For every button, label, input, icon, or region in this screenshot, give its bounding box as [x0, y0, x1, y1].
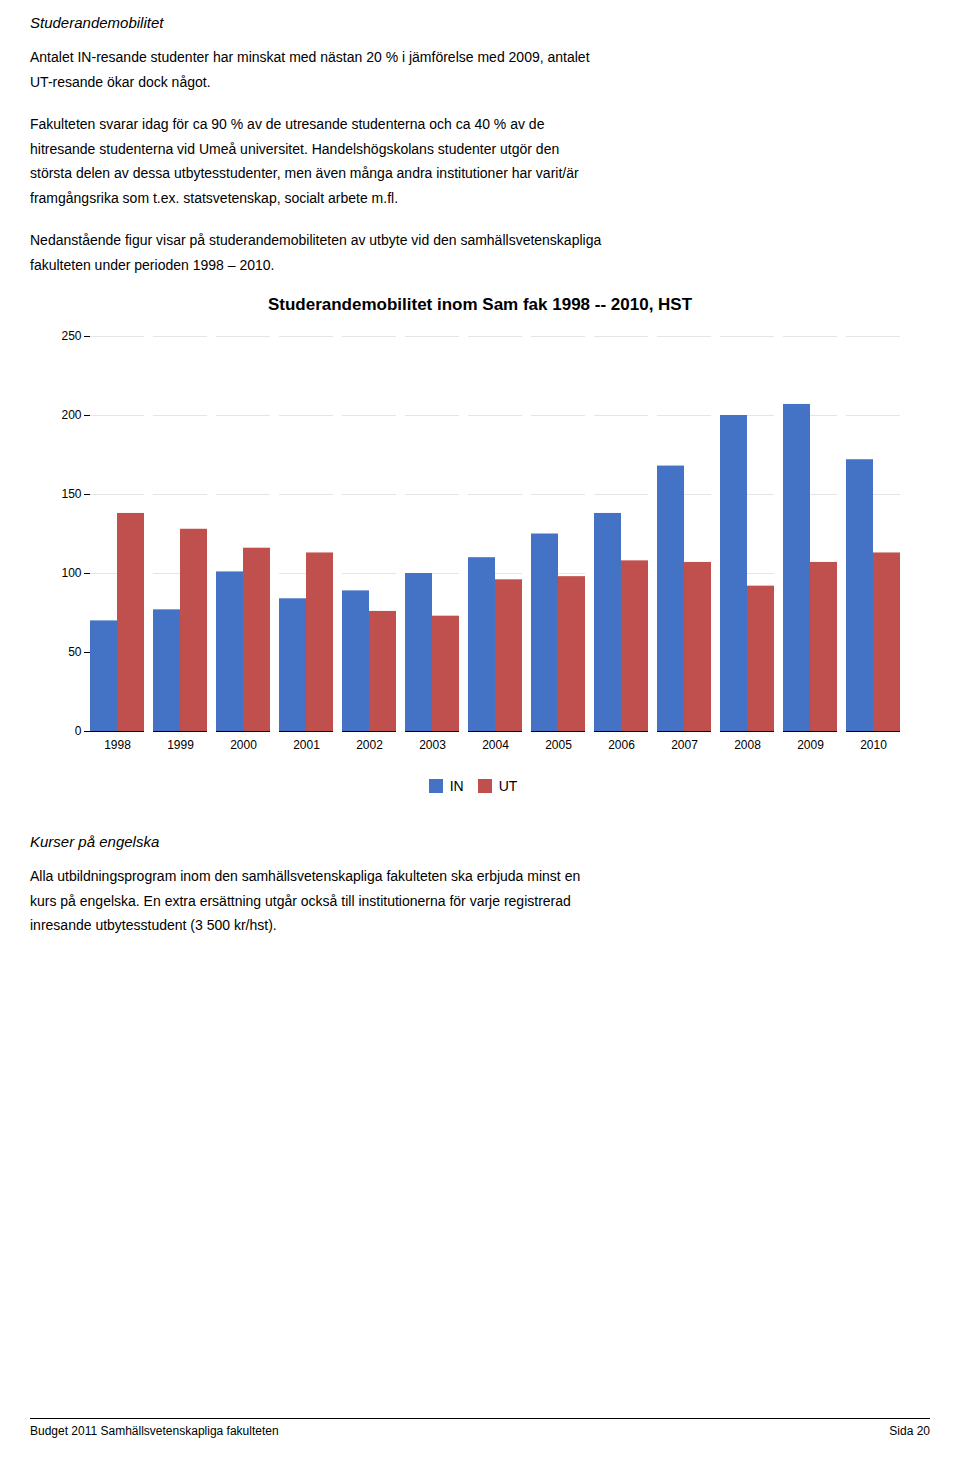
svg-text:2002: 2002	[356, 738, 383, 752]
html-text:Studerandemobilitet inom Sam f: Studerandemobilitet inom Sam fak 1998 --…	[267, 295, 693, 314]
html-text:Nedanstående figur visar på st: Nedanstående figur visar på studerandemo…	[30, 232, 602, 273]
html-text:Kurser på engelska: Kurser på engelska	[30, 833, 160, 850]
html-text:Antalet IN-resande studenter h: Antalet IN-resande studenter har minskat…	[30, 49, 590, 90]
svg-text:1999: 1999	[167, 738, 194, 752]
svg-text:250: 250	[61, 329, 81, 343]
svg-text:2006: 2006	[608, 738, 635, 752]
html-text:Budget 2011 Samhällsvetenskapl: Budget 2011 Samhällsvetenskapliga fakult…	[30, 1424, 279, 1438]
svg-text:2004: 2004	[482, 738, 509, 752]
svg-text:2007: 2007	[671, 738, 698, 752]
svg-text:2003: 2003	[419, 738, 446, 752]
html-text:Alla utbildningsprogram inom d: Alla utbildningsprogram inom den samhäll…	[30, 868, 581, 933]
svg-text:0: 0	[75, 724, 82, 738]
svg-text:200: 200	[61, 408, 81, 422]
html-text:Sida 20: Sida 20	[889, 1424, 930, 1438]
html-text:UT: UT	[498, 777, 518, 794]
svg-text:2001: 2001	[293, 738, 320, 752]
html-text:IN: IN	[449, 777, 464, 794]
svg-text:150: 150	[61, 487, 81, 501]
svg-text:2009: 2009	[797, 738, 824, 752]
svg-text:100: 100	[61, 566, 81, 580]
svg-text:2000: 2000	[230, 738, 257, 752]
svg-text:2010: 2010	[860, 738, 887, 752]
svg-text:50: 50	[68, 645, 82, 659]
html-text:Studerandemobilitet: Studerandemobilitet	[30, 14, 164, 31]
svg-text:2008: 2008	[734, 738, 761, 752]
svg-text:2005: 2005	[545, 738, 572, 752]
svg-text:1998: 1998	[104, 738, 131, 752]
html-text:Fakulteten svarar idag för ca: Fakulteten svarar idag för ca 90 % av de…	[30, 116, 579, 206]
